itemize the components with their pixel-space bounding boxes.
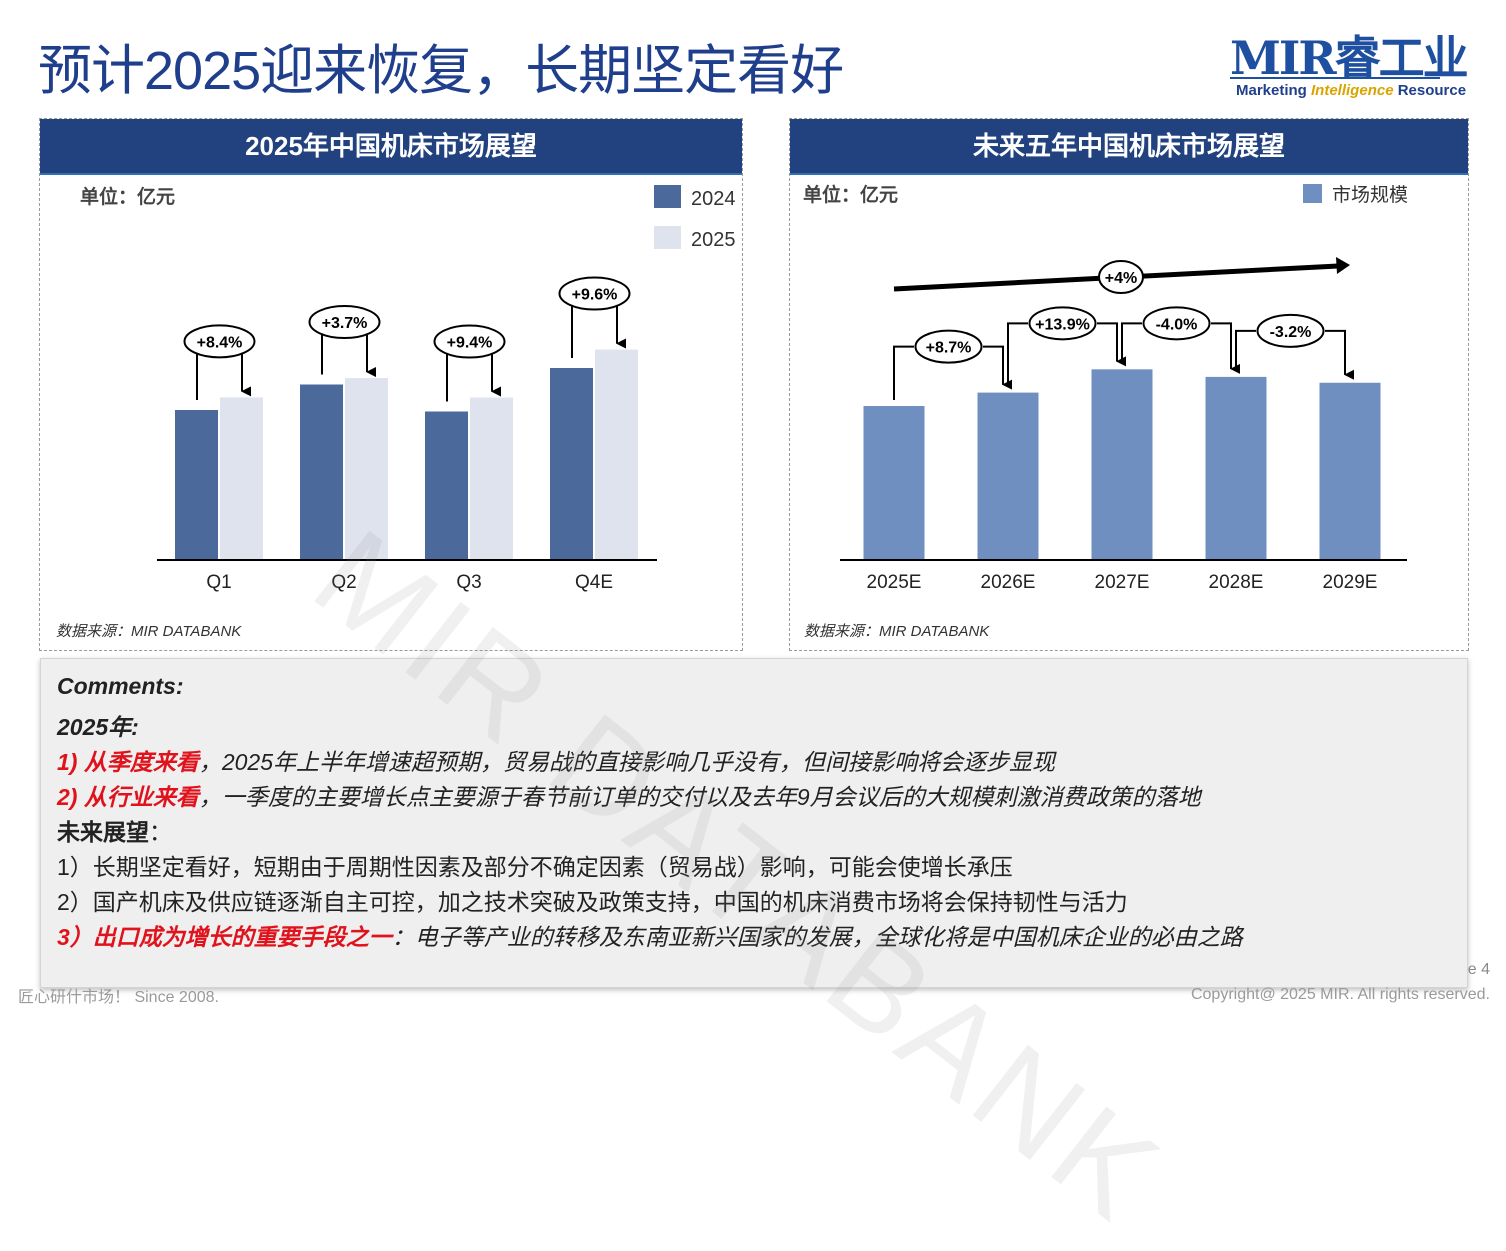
growth-line-left-0 xyxy=(893,345,914,400)
growth-arrow-1 xyxy=(1097,322,1126,367)
five-year-chart: 单位：亿元 市场规模 2025E 2026E 2027E 2028E 2029E +8.7% +… xyxy=(803,183,1408,640)
growth-label-Q3-bubble xyxy=(433,324,506,359)
page-title: 预计2025迎来恢复，长期坚定看好 xyxy=(38,41,844,101)
x-tick-Q4E: Q4E xyxy=(575,572,613,593)
growth-label-1-bubble xyxy=(1028,306,1097,341)
legend-swatch-2024 xyxy=(654,185,681,208)
outlook-heading: 未来展望： xyxy=(57,819,172,845)
legend-label-2025: 2025 xyxy=(691,229,736,251)
x-tick-2025E: 2025E xyxy=(867,572,922,593)
x-tick-Q3: Q3 xyxy=(456,572,481,593)
quarterly-chart-panel: 2025年中国机床市场展望 单位：亿元 2024 2025 Q1 +8.4% Q2 +3.7… xyxy=(39,118,743,651)
bar-2028E xyxy=(1205,376,1267,560)
x-tick-2028E: 2028E xyxy=(1209,572,1264,593)
bar-2025E xyxy=(863,406,925,560)
bar-2027E xyxy=(1091,369,1153,560)
growth-label-Q4E-bubble xyxy=(558,276,631,311)
bar-2024-Q1 xyxy=(175,410,218,560)
mir-logo: MIR睿工业 Marketing Intelligence Resource xyxy=(1230,22,1469,104)
growth-line-left-1 xyxy=(1007,322,1028,387)
cagr-label-bubble xyxy=(1098,260,1144,294)
legend-swatch xyxy=(1303,184,1322,203)
quarterly-chart-title: 2025年中国机床市场展望 xyxy=(40,119,742,175)
growth-label-2: -4.0% xyxy=(1156,316,1198,333)
growth-line-left-2 xyxy=(1121,322,1142,364)
logo-tagline: Marketing Intelligence Resource xyxy=(1236,82,1467,99)
growth-label-3-bubble xyxy=(1256,313,1325,348)
growth-label-0: +8.7% xyxy=(926,340,972,357)
growth-label-0-bubble xyxy=(914,329,983,364)
bar-2025-Q3 xyxy=(470,397,513,560)
bar-2025-Q2 xyxy=(345,378,388,560)
legend-label: 市场规模 xyxy=(1332,184,1408,206)
unit-label: 单位：亿元 xyxy=(803,183,898,206)
growth-label-Q2: +3.7% xyxy=(322,315,368,332)
bar-2024-Q4E xyxy=(550,368,593,560)
x-tick-2027E: 2027E xyxy=(1095,572,1150,593)
bar-2024-Q3 xyxy=(425,411,468,560)
growth-label-Q4E: +9.6% xyxy=(572,287,618,304)
logo-divider xyxy=(1230,77,1440,79)
quarterly-chart: 单位：亿元 2024 2025 Q1 +8.4% Q2 +3.7% Q3 +9.4% Q4E +9.… xyxy=(56,185,736,640)
source-note: 数据来源：MIR DATABANK xyxy=(804,623,990,640)
footer-slogan: 匠心研什市场！ Since 2008. xyxy=(18,989,219,1006)
bar-2024-Q2 xyxy=(300,384,343,560)
growth-arrow-3 xyxy=(1325,329,1354,380)
growth-arrow-0 xyxy=(983,345,1012,390)
growth-label-1: +13.9% xyxy=(1035,316,1090,333)
comments-heading: Comments: xyxy=(57,673,184,699)
outlook-item-2: 2）国产机床及供应链逐渐自主可控，加之技术突破及政策支持，中国的机床消费市场将会… xyxy=(57,889,1128,915)
growth-label-2-bubble xyxy=(1142,306,1211,341)
cagr-label: +4% xyxy=(1105,270,1137,287)
x-tick-Q1: Q1 xyxy=(206,572,231,593)
bar-2029E xyxy=(1319,382,1381,560)
outlook-item-3: 3）出口成为增长的重要手段之一：电子等产业的转移及东南亚新兴国家的发展，全球化将… xyxy=(57,924,1243,950)
source-note: 数据来源：MIR DATABANK xyxy=(56,623,242,640)
outlook-item-1: 1）长期坚定看好，短期由于周期性因素及部分不确定因素（贸易战）影响，可能会使增长… xyxy=(57,854,1013,880)
bar-2025-Q4E xyxy=(595,349,638,560)
comments-box: Comments: 2025年: 1) 从季度来看，2025年上半年增速超预期，… xyxy=(40,658,1468,988)
footer-copyright: Copyright@ 2025 MIR. All rights reserved… xyxy=(1190,986,1490,1003)
bar-2026E xyxy=(977,392,1039,560)
comment-2025-2: 2) 从行业来看，一季度的主要增长点主要源于春节前订单的交付以及去年9月会议后的… xyxy=(57,784,1201,810)
growth-line-left-3 xyxy=(1235,329,1256,371)
x-tick-2029E: 2029E xyxy=(1323,572,1378,593)
growth-label-Q3: +9.4% xyxy=(447,335,493,352)
growth-arrow-2 xyxy=(1211,322,1240,374)
x-tick-Q2: Q2 xyxy=(331,572,356,593)
unit-label: 单位：亿元 xyxy=(80,185,175,208)
five-year-chart-panel: 未来五年中国机床市场展望 单位：亿元 市场规模 2025E 2026E 2027E 202… xyxy=(789,118,1469,651)
x-tick-2026E: 2026E xyxy=(981,572,1036,593)
comment-2025-1: 1) 从季度来看，2025年上半年增速超预期，贸易战的直接影响几乎没有，但间接影… xyxy=(57,749,1056,775)
growth-label-Q1-bubble xyxy=(183,324,256,359)
bar-2025-Q1 xyxy=(220,397,263,560)
comments-year-heading: 2025年: xyxy=(57,714,139,740)
growth-label-Q2-bubble xyxy=(308,305,381,340)
cagr-arrowhead xyxy=(1336,257,1350,274)
legend-label-2024: 2024 xyxy=(691,188,736,210)
legend-swatch-2025 xyxy=(654,226,681,249)
five-year-chart-title: 未来五年中国机床市场展望 xyxy=(790,119,1468,175)
growth-label-3: -3.2% xyxy=(1270,324,1312,341)
growth-label-Q1: +8.4% xyxy=(197,334,243,351)
logo-main: MIR睿工业 xyxy=(1230,31,1469,85)
page-number: e 4 xyxy=(1467,961,1490,978)
